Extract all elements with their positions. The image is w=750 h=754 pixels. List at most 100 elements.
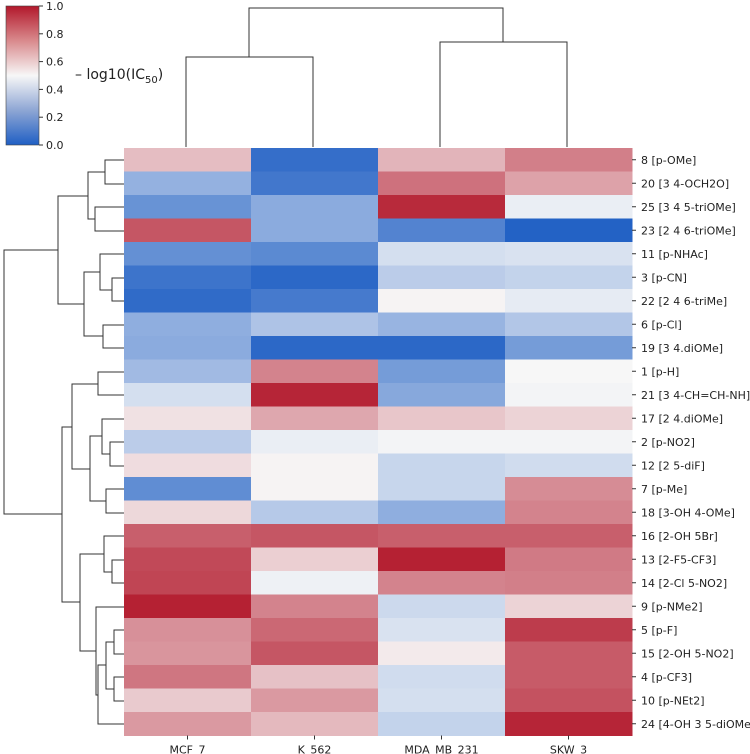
colorbar-gradient (5, 5, 40, 146)
row-dendro-link-15 (111, 559, 124, 584)
heatmap-cell (505, 524, 633, 548)
heatmap-cells (124, 148, 633, 736)
heatmap-cell (378, 265, 506, 290)
row-labels: 8 [p-OMe] 20 [3 4-OCH2O] 25 [3 4 5-triOMe]… (632, 154, 750, 731)
row-dendro-link-19 (105, 641, 114, 690)
heatmap-cell (251, 571, 379, 595)
heatmap-cell (124, 712, 252, 736)
row-label: 25 [3 4 5-triOMe] (641, 201, 736, 214)
row-dendro-link-14 (71, 383, 98, 470)
heatmap-cell (124, 336, 252, 360)
colorbar-tick-label: 0.2 (46, 111, 64, 124)
heatmap-cell (378, 641, 506, 666)
colorbar-tick-label: 0.6 (46, 56, 64, 69)
heatmap-cell (505, 383, 633, 407)
row-dendro-link-16 (103, 535, 124, 573)
heatmap-cell (251, 336, 379, 360)
heatmap-cell (251, 406, 379, 431)
heatmap-cell (124, 688, 252, 713)
heatmap-cell (251, 547, 379, 572)
heatmap-cell (124, 406, 252, 431)
heatmap-cell (124, 430, 252, 454)
row-dendro-link-9 (97, 371, 124, 396)
row-label: 3 [p-CN] (641, 271, 687, 284)
heatmap-cell (251, 148, 379, 172)
heatmap-cell (124, 477, 252, 501)
heatmap-cell (505, 148, 633, 172)
heatmap-cell (251, 477, 379, 501)
heatmap-cell (505, 195, 633, 219)
row-label: 17 [2 4.diOMe] (641, 412, 723, 425)
colorbar-label-suffix: ) (158, 67, 163, 83)
heatmap-cell (124, 148, 252, 172)
heatmap-cell (251, 171, 379, 196)
column-label: MDA_MB_231 (404, 744, 478, 754)
colorbar-label: – log10(IC50) (75, 67, 163, 86)
row-dendro-link-22 (79, 553, 104, 652)
heatmap-cell (378, 218, 506, 243)
heatmap-cell (378, 594, 506, 619)
row-label: 24 [4-OH 3 5-diOMe] (641, 718, 750, 731)
heatmap-cell (124, 265, 252, 290)
heatmap-cell (378, 712, 506, 736)
col-dendro-link-left (185, 56, 314, 147)
col-dendro-link-right (439, 41, 568, 147)
row-label: 8 [p-OMe] (641, 154, 696, 167)
heatmap-cell (251, 618, 379, 642)
heatmap-cell (251, 665, 379, 689)
heatmap-cell (124, 618, 252, 642)
row-dendro-link-20 (97, 664, 124, 725)
column-label: K_562 (298, 744, 332, 754)
heatmap-cell (251, 289, 379, 313)
heatmap-cell (251, 383, 379, 407)
heatmap-cell (505, 477, 633, 501)
row-label: 10 [p-NEt2] (641, 694, 705, 707)
heatmap-cell (505, 688, 633, 713)
row-label: 7 [p-Me] (641, 483, 687, 496)
heatmap-cell (378, 500, 506, 525)
heatmap-cell (124, 547, 252, 572)
column-dendrogram (185, 7, 568, 147)
heatmap-cell (378, 312, 506, 337)
row-label: 4 [p-CF3] (641, 671, 692, 684)
column-labels: MCF_7 K_562 MDA_MB_231 SKW_3 (170, 735, 587, 754)
heatmap-cell (378, 289, 506, 313)
row-dendro-link-1 (104, 159, 124, 185)
row-label: 16 [2-OH 5Br] (641, 530, 718, 543)
heatmap-cell (505, 641, 633, 666)
heatmap-cell (505, 242, 633, 266)
heatmap-cell (378, 688, 506, 713)
heatmap-cell (251, 242, 379, 266)
heatmap-cell (251, 312, 379, 337)
heatmap-cell (124, 195, 252, 219)
heatmap-cell (124, 524, 252, 548)
column-label: MCF_7 (170, 744, 206, 754)
heatmap-cell (505, 547, 633, 572)
row-dendrogram (3, 159, 124, 725)
colorbar-label-prefix: – log10(IC (75, 67, 145, 83)
heatmap-cell (251, 594, 379, 619)
column-label: SKW_3 (550, 744, 587, 754)
row-label: 19 [3 4.diOMe] (641, 342, 723, 355)
colorbar-label-subscript: 50 (145, 75, 158, 86)
row-dendro-link-10 (109, 441, 124, 467)
heatmap-cell (251, 641, 379, 666)
row-label: 2 [p-NO2] (641, 436, 695, 449)
heatmap-cell (124, 594, 252, 619)
row-dendro-link-3 (87, 171, 105, 220)
row-label: 13 [2-F5-CF3] (641, 553, 716, 566)
heatmap-cell (251, 195, 379, 219)
heatmap-cell (378, 359, 506, 384)
colorbar-tick-label: 0.8 (46, 28, 64, 41)
heatmap-cell (505, 359, 633, 384)
heatmap-cell (251, 265, 379, 290)
heatmap-cell (251, 218, 379, 243)
row-label: 11 [p-NHAc] (641, 248, 708, 261)
heatmap-cell (505, 289, 633, 313)
heatmap-cell (505, 430, 633, 454)
row-dendro-link-4 (111, 277, 124, 302)
heatmap-cell (505, 712, 633, 736)
heatmap-cell (124, 171, 252, 196)
heatmap-cell (378, 383, 506, 407)
